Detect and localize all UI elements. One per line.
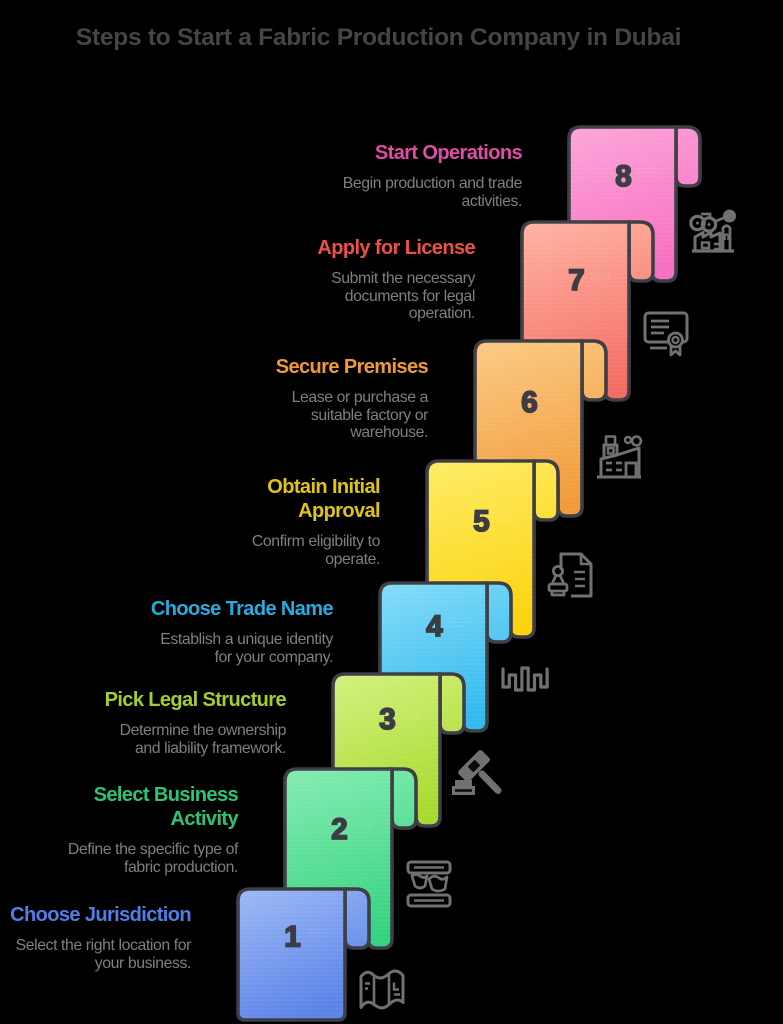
svg-text:7: 7 (568, 264, 584, 297)
svg-text:2: 2 (331, 813, 347, 846)
svg-text:6: 6 (521, 386, 537, 419)
svg-text:4: 4 (426, 610, 443, 643)
svg-text:3: 3 (379, 703, 395, 736)
svg-text:5: 5 (473, 505, 489, 538)
svg-text:1: 1 (284, 921, 300, 954)
svg-text:8: 8 (615, 160, 631, 193)
